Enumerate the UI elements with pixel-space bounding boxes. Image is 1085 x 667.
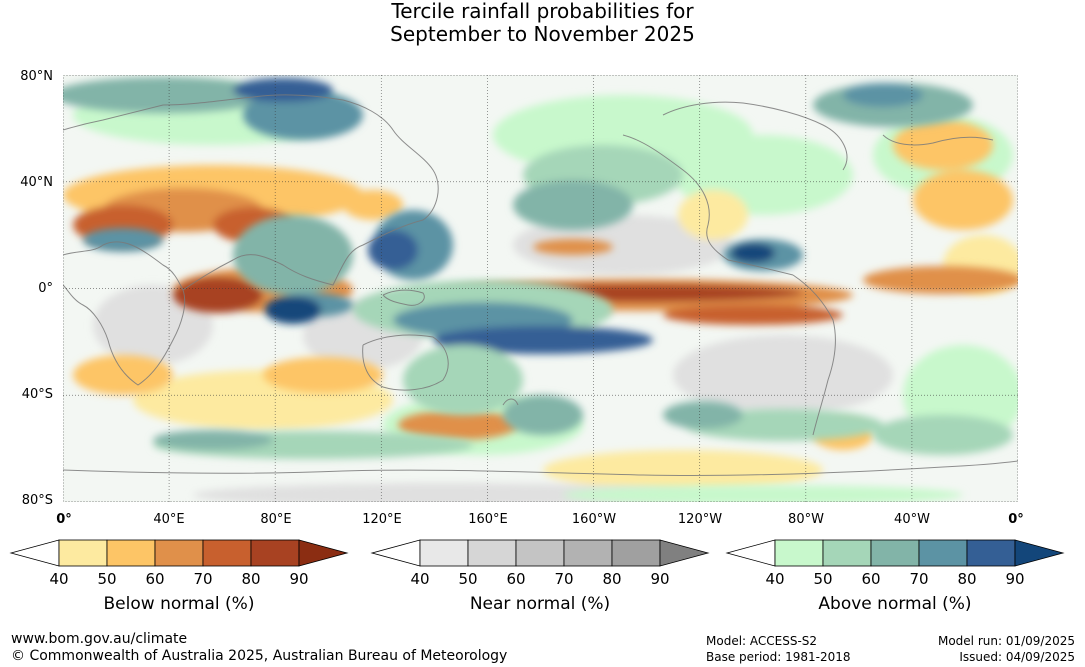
- near-tick-40: 40: [410, 570, 430, 588]
- lon-label-160e: 160°E: [468, 512, 508, 527]
- near-tick-80: 80: [602, 570, 622, 588]
- colorbar-above-swatches: [725, 539, 1065, 567]
- above-swatch-3: [870, 539, 920, 567]
- colorbar-below-normal: 40 50 60 70 80 90 Below normal (%): [9, 538, 349, 614]
- colorbar-above-normal: 40 50 60 70 80 90 Above normal (%): [725, 538, 1065, 614]
- map-canvas: [63, 75, 1018, 502]
- probability-field-above: [63, 77, 1013, 502]
- near-tick-90: 90: [650, 570, 670, 588]
- below-swatch-2: [106, 539, 156, 567]
- colorbar-above-title: Above normal (%): [818, 594, 972, 614]
- graticule: [63, 75, 1018, 502]
- lon-label-360: 0°: [1008, 512, 1024, 527]
- near-swatch-1: [419, 539, 469, 567]
- colorbar-below-swatches: [9, 539, 349, 567]
- above-swatch-min: [725, 539, 776, 567]
- colorbar-near-swatches: [370, 539, 710, 567]
- footer-credits: www.bom.gov.au/climate © Commonwealth of…: [11, 631, 507, 665]
- footer-model: Model: ACCESS-S2: [706, 634, 818, 648]
- footer-copyright: © Commonwealth of Australia 2025, Austra…: [11, 648, 508, 664]
- lat-label-40s: 40°S: [21, 387, 53, 402]
- lon-label-120e: 120°E: [362, 512, 402, 527]
- above-tick-50: 50: [813, 570, 833, 588]
- below-swatch-min: [9, 539, 60, 567]
- below-tick-70: 70: [193, 570, 213, 588]
- title-line-1: Tercile rainfall probabilities for: [391, 0, 694, 23]
- footer-url: www.bom.gov.au/climate: [11, 631, 188, 647]
- above-swatch-4: [918, 539, 968, 567]
- above-swatch-5: [966, 539, 1016, 567]
- footer-dates: Model run: 01/09/2025 Issued: 04/09/2025: [938, 633, 1075, 665]
- above-swatch-1: [774, 539, 824, 567]
- above-tick-60: 60: [861, 570, 881, 588]
- below-swatch-max: [298, 539, 349, 567]
- above-swatch-2: [822, 539, 872, 567]
- rainfall-probability-map: [63, 75, 1018, 502]
- below-swatch-3: [154, 539, 204, 567]
- lat-label-80n: 80°N: [20, 69, 53, 84]
- below-swatch-5: [250, 539, 300, 567]
- lon-label-40w: 40°W: [894, 512, 930, 527]
- below-tick-80: 80: [241, 570, 261, 588]
- title-line-2: September to November 2025: [390, 22, 695, 46]
- near-swatch-max: [659, 539, 710, 567]
- lat-label-40n: 40°N: [20, 175, 53, 190]
- near-swatch-2: [467, 539, 517, 567]
- lon-label-80e: 80°E: [260, 512, 292, 527]
- coastlines: [63, 94, 1018, 477]
- lat-label-80s: 80°S: [21, 493, 53, 508]
- near-tick-50: 50: [458, 570, 478, 588]
- above-tick-90: 90: [1005, 570, 1025, 588]
- near-swatch-5: [611, 539, 661, 567]
- footer-issued: Issued: 04/09/2025: [959, 650, 1075, 664]
- below-swatch-4: [202, 539, 252, 567]
- below-tick-60: 60: [145, 570, 165, 588]
- footer-model-info: Model: ACCESS-S2 Base period: 1981-2018: [706, 633, 851, 665]
- near-swatch-3: [515, 539, 565, 567]
- near-swatch-4: [563, 539, 613, 567]
- footer-base-period: Base period: 1981-2018: [706, 650, 851, 664]
- lon-label-0: 0°: [56, 512, 72, 527]
- above-tick-70: 70: [909, 570, 929, 588]
- map-title: Tercile rainfall probabilities for Septe…: [0, 0, 1085, 46]
- lon-label-80w: 80°W: [788, 512, 824, 527]
- footer-model-run: Model run: 01/09/2025: [937, 634, 1075, 648]
- lon-label-120w: 120°W: [677, 512, 723, 527]
- lat-label-equator: 0°: [38, 281, 53, 296]
- near-swatch-min: [370, 539, 421, 567]
- near-tick-70: 70: [554, 570, 574, 588]
- colorbar-below-title: Below normal (%): [103, 594, 255, 614]
- colorbar-near-normal: 40 50 60 70 80 90 Near normal (%): [370, 538, 710, 614]
- below-tick-40: 40: [49, 570, 69, 588]
- below-tick-50: 50: [97, 570, 117, 588]
- below-swatch-1: [58, 539, 108, 567]
- lon-label-160w: 160°W: [571, 512, 617, 527]
- above-tick-40: 40: [765, 570, 785, 588]
- below-tick-90: 90: [289, 570, 309, 588]
- colorbar-near-title: Near normal (%): [469, 594, 611, 614]
- above-tick-80: 80: [957, 570, 977, 588]
- near-tick-60: 60: [506, 570, 526, 588]
- lon-label-40e: 40°E: [153, 512, 185, 527]
- above-swatch-max: [1014, 539, 1065, 567]
